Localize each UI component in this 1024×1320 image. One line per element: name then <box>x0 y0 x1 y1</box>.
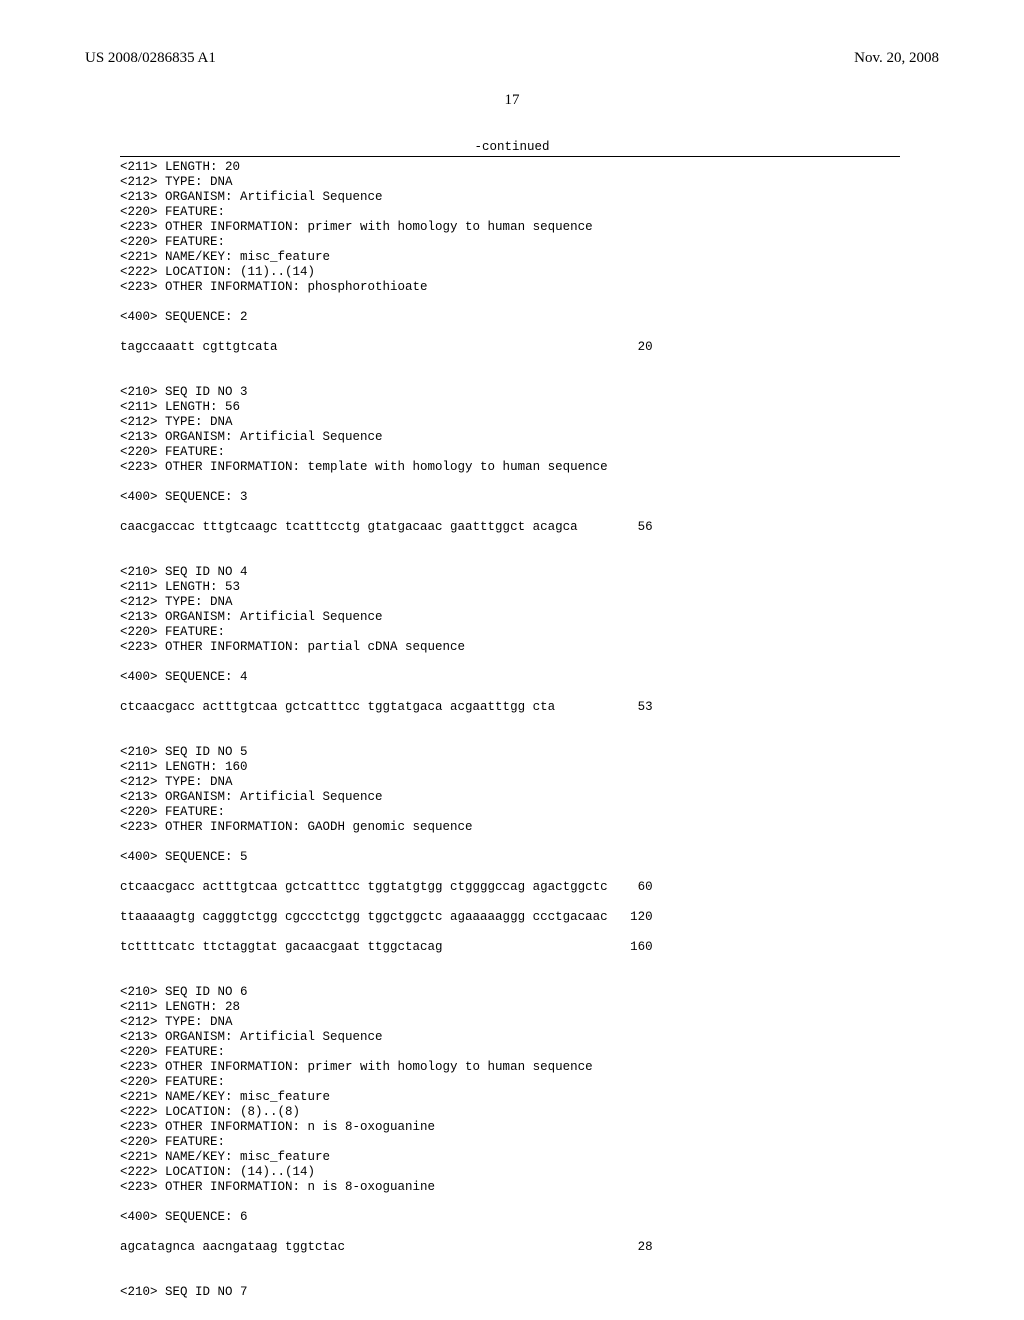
page-header: US 2008/0286835 A1 Nov. 20, 2008 <box>0 50 1024 67</box>
header-left: US 2008/0286835 A1 <box>85 50 216 67</box>
continued-label: -continued <box>0 140 1024 154</box>
horizontal-rule <box>120 156 900 157</box>
sequence-listing: <211> LENGTH: 20 <212> TYPE: DNA <213> O… <box>120 160 900 1315</box>
page-number: 17 <box>0 92 1024 109</box>
header-right: Nov. 20, 2008 <box>854 50 939 67</box>
